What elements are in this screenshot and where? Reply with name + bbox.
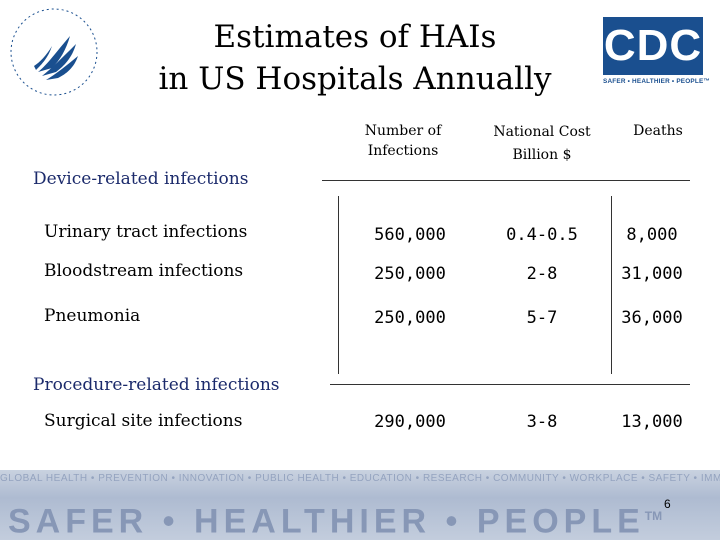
section-heading-procedure: Procedure-related infections — [33, 375, 280, 395]
section-divider — [322, 180, 690, 181]
title-line-2: in US Hospitals Annually — [158, 61, 552, 97]
column-header-line: Infections — [367, 143, 439, 159]
cdc-logo-text: CDC — [603, 17, 703, 75]
column-divider — [338, 196, 339, 374]
cell-deaths: 31,000 — [621, 264, 683, 284]
column-header-line: Number of — [364, 123, 442, 139]
row-label-pneumonia: Pneumonia — [44, 306, 141, 326]
title-line-1: Estimates of HAIs — [213, 19, 497, 55]
footer-trademark: TM — [644, 509, 663, 523]
column-header-cost: National Cost Billion $ — [478, 121, 606, 167]
cell-deaths: 13,000 — [621, 412, 683, 432]
cell-cost: 0.4-0.5 — [506, 225, 578, 245]
cell-cost: 3-8 — [526, 412, 558, 432]
footer-background-text: GLOBAL HEALTH • PREVENTION • INNOVATION … — [0, 473, 720, 484]
slide-title: Estimates of HAIs in US Hospitals Annual… — [130, 16, 580, 100]
column-header-infections: Number of Infections — [355, 121, 451, 161]
cell-deaths: 36,000 — [621, 308, 683, 328]
footer-slogan: SAFER • HEALTHIER • PEOPLETM — [8, 496, 720, 541]
cell-infections: 250,000 — [374, 264, 446, 284]
footer-band: GLOBAL HEALTH • PREVENTION • INNOVATION … — [0, 470, 720, 540]
section-divider — [330, 384, 690, 385]
hhs-logo — [8, 6, 100, 98]
column-divider — [611, 196, 612, 374]
column-header-line: Deaths — [633, 123, 683, 139]
row-label-urinary: Urinary tract infections — [44, 222, 248, 242]
cell-infections: 560,000 — [374, 225, 446, 245]
column-header-line: Billion $ — [512, 147, 572, 163]
row-label-bloodstream: Bloodstream infections — [44, 261, 244, 281]
row-label-surgical: Surgical site infections — [44, 411, 243, 431]
page-number: 6 — [664, 497, 671, 511]
section-heading-device: Device-related infections — [33, 169, 249, 189]
cdc-tagline: SAFER • HEALTHIER • PEOPLE™ — [603, 78, 711, 85]
cdc-logo: CDC SAFER • HEALTHIER • PEOPLE™ — [603, 17, 711, 89]
cell-cost: 2-8 — [526, 264, 558, 284]
cell-cost: 5-7 — [526, 308, 558, 328]
footer-slogan-text: SAFER • HEALTHIER • PEOPLE — [8, 502, 645, 541]
cell-deaths: 8,000 — [626, 225, 678, 245]
column-header-line: National Cost — [493, 124, 591, 140]
cell-infections: 250,000 — [374, 308, 446, 328]
column-header-deaths: Deaths — [620, 121, 696, 141]
cell-infections: 290,000 — [374, 412, 446, 432]
